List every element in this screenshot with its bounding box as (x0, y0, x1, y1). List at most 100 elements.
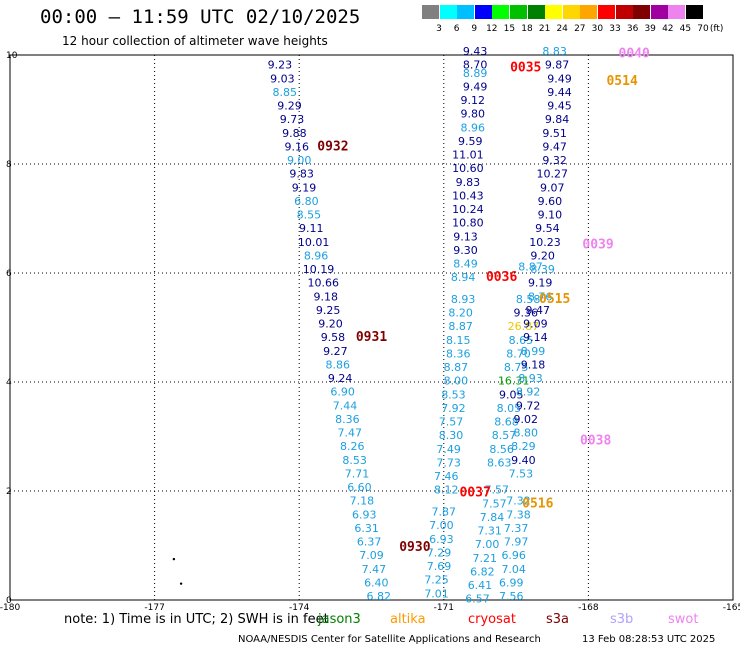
color-scale-unit: (ft) (709, 24, 724, 34)
wave-height-value: 8.80 (513, 427, 538, 440)
pass-time-label: 0037 (459, 485, 490, 500)
wave-height-value: 9.83 (456, 176, 481, 189)
wave-height-value: 7.84 (480, 511, 505, 524)
wave-height-value: 8.93 (518, 372, 543, 385)
color-scale-label: 15 (503, 24, 516, 34)
x-tick-label: -171 (434, 603, 454, 610)
color-scale-swatch (492, 5, 510, 19)
wave-height-value: 9.83 (289, 168, 314, 181)
color-scale-swatch (457, 5, 475, 19)
wave-height-value: 9.87 (545, 59, 570, 72)
wave-height-value: 9.19 (292, 181, 317, 194)
wave-height-value: 8.70 (506, 347, 531, 360)
wave-height-value: 7.18 (350, 495, 375, 508)
wave-height-value: 7.97 (504, 536, 529, 549)
wave-height-value: 8.49 (453, 258, 478, 271)
color-scale-swatch (598, 5, 615, 19)
wave-height-value: 7.47 (338, 427, 363, 440)
color-scale-label: 6 (453, 24, 460, 34)
wave-height-value: 10.24 (452, 203, 484, 216)
wave-height-value: 11.01 (452, 149, 484, 162)
wave-height-value: 7.00 (429, 519, 454, 532)
x-tick-label: -168 (578, 603, 599, 610)
wave-height-value: 8.55 (297, 209, 322, 222)
pass-time-label: 0039 (582, 237, 613, 252)
wave-height-value: 6.93 (429, 533, 454, 546)
wave-height-value: 8.83 (542, 45, 567, 58)
wave-height-value: 9.43 (463, 45, 488, 58)
wave-height-value: 8.36 (335, 413, 360, 426)
wave-height-value: 8.96 (460, 121, 485, 134)
x-tick-label: -180 (0, 603, 20, 610)
wave-height-map: -180-177-174-171-168-16502468109.239.038… (0, 45, 740, 610)
wave-height-value: 8.92 (516, 386, 541, 399)
y-tick-label: 6 (6, 269, 12, 279)
color-scale-swatch (527, 5, 545, 19)
wave-height-value: 7.01 (424, 587, 449, 600)
color-scale-label: 3 (436, 24, 442, 34)
wave-height-value: 9.51 (542, 127, 567, 140)
wave-height-value: 7.31 (477, 525, 502, 538)
wave-height-value: 8.12 (434, 484, 459, 497)
wave-height-value: 7.71 (345, 467, 370, 480)
wave-height-value: 6.82 (366, 590, 391, 603)
pass-time-label: 0930 (399, 540, 430, 555)
wave-height-value: 26.87 (508, 320, 540, 333)
land-dot (172, 557, 176, 561)
wave-height-value: 7.00 (475, 538, 500, 551)
wave-height-value: 6.99 (499, 576, 524, 589)
color-scale-swatch (510, 5, 527, 19)
wave-height-value: 9.10 (538, 209, 563, 222)
wave-height-value: 9.20 (530, 249, 555, 262)
color-scale-swatch (422, 5, 439, 19)
generated-timestamp: 13 Feb 08:28:53 UTC 2025 (582, 634, 716, 645)
wave-height-value: 9.45 (547, 100, 572, 113)
wave-height-value: 9.27 (323, 345, 348, 358)
color-scale-label: 21 (538, 24, 551, 34)
wave-height-value: 9.02 (513, 413, 538, 426)
legend-s3a: s3a (546, 612, 570, 627)
wave-height-value: 8.15 (446, 334, 471, 347)
wave-height-value: 7.44 (333, 399, 358, 412)
legend-swot: swot (668, 612, 699, 627)
wave-height-value: 9.07 (540, 181, 565, 194)
wave-height-value: 6.96 (501, 549, 526, 562)
legend-altika: altika (390, 612, 426, 627)
color-scale-label: 42 (662, 24, 674, 34)
wave-height-value: 7.87 (432, 506, 457, 519)
wave-height-value: 9.58 (321, 331, 346, 344)
wave-height-value: 9.54 (535, 222, 560, 235)
color-scale-swatch (650, 5, 668, 19)
wave-height-value: 9.60 (538, 195, 563, 208)
wave-height-value: 9.12 (460, 94, 485, 107)
wave-height-value: 6.60 (347, 481, 372, 494)
wave-height-value: 8.65 (509, 334, 534, 347)
color-scale-label: 30 (591, 24, 604, 34)
wave-height-value: 9.18 (313, 290, 338, 303)
wave-height-value: 8.94 (451, 271, 476, 284)
color-scale-label: 12 (486, 24, 498, 34)
wave-height-value: 7.37 (504, 522, 529, 535)
wave-height-value: 9.29 (277, 100, 302, 113)
x-tick-label: -174 (289, 603, 310, 610)
wave-height-value: 6.90 (330, 386, 355, 399)
wave-height-value: 7.49 (436, 443, 461, 456)
pass-time-label: 0516 (522, 496, 553, 511)
wave-height-value: 9.09 (523, 318, 548, 331)
wave-height-value: 8.70 (463, 59, 488, 72)
color-scale-swatch (545, 5, 563, 19)
y-tick-label: 2 (6, 487, 12, 497)
pass-time-label: 0038 (580, 434, 611, 449)
wave-height-value: 10.66 (308, 277, 340, 290)
page-subtitle: 12 hour collection of altimeter wave hei… (62, 34, 328, 48)
color-scale-label: 24 (556, 24, 568, 34)
wave-height-value: 7.09 (359, 549, 384, 562)
land-dot (179, 582, 183, 585)
wave-height-value: 9.49 (463, 80, 488, 93)
wave-height-value: 9.19 (528, 277, 553, 290)
wave-height-value: 6.41 (468, 579, 493, 592)
wave-height-value: 8.96 (304, 249, 329, 262)
wave-height-value: 8.57 (492, 429, 517, 442)
wave-height-value: 8.00 (444, 375, 469, 388)
wave-height-value: 9.73 (280, 113, 305, 126)
